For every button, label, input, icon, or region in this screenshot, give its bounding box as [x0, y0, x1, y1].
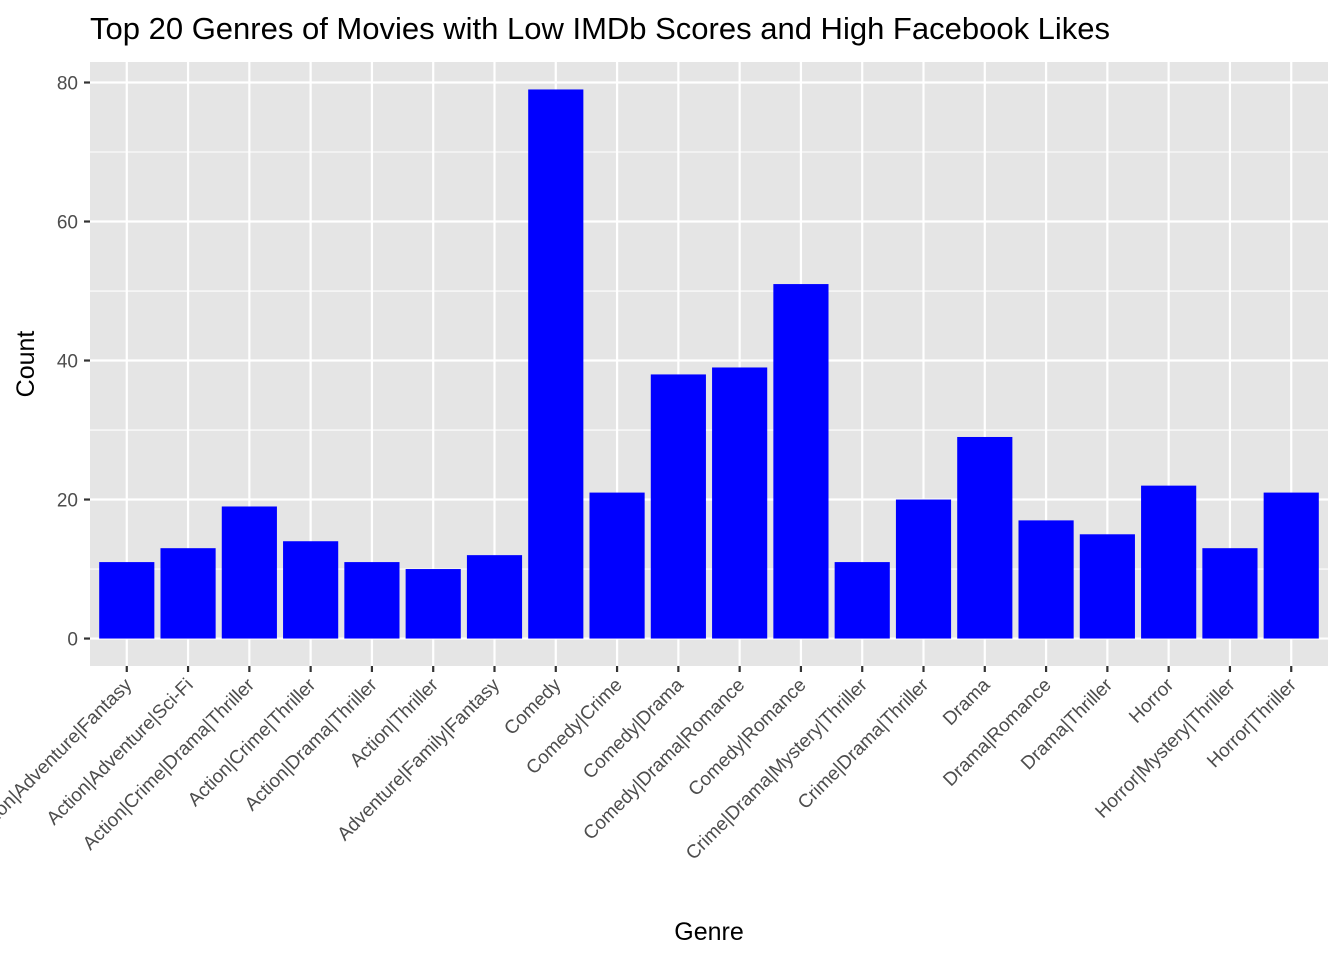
- bar: [99, 562, 155, 639]
- bar: [283, 541, 339, 639]
- x-tick-label: Drama: [939, 674, 994, 729]
- bar: [773, 284, 829, 639]
- y-axis: 0 20 40 60 80: [57, 74, 90, 651]
- x-axis-title: Genre: [674, 918, 743, 946]
- x-tick-label: Horror: [1125, 674, 1178, 727]
- chart-title: Top 20 Genres of Movies with Low IMDb Sc…: [90, 11, 1110, 46]
- bar: [712, 367, 768, 639]
- x-axis: Action|Adventure|FantasyAction|Adventure…: [0, 666, 1301, 864]
- y-tick-label: 60: [57, 213, 78, 234]
- bar: [834, 562, 890, 639]
- x-tick-label: Comedy|Romance: [685, 675, 811, 801]
- bar: [344, 562, 400, 639]
- bar: [466, 555, 523, 639]
- bar: [160, 548, 216, 639]
- bar: [1018, 520, 1074, 639]
- y-tick-label: 80: [57, 74, 78, 95]
- bar: [1141, 485, 1197, 639]
- bar: [895, 499, 952, 639]
- bar: [957, 436, 1013, 639]
- bar: [1263, 492, 1319, 639]
- bar: [1079, 534, 1135, 639]
- bar: [589, 492, 645, 639]
- y-axis-title: Count: [12, 331, 40, 398]
- bars: [99, 89, 1319, 639]
- bar: [650, 374, 706, 639]
- y-tick-label: 20: [57, 491, 78, 512]
- bar: [405, 569, 461, 639]
- x-tick-label: Drama|Romance: [939, 675, 1055, 791]
- bar: [528, 89, 584, 639]
- bar: [221, 506, 277, 639]
- y-tick-label: 40: [57, 352, 78, 373]
- bar: [1202, 548, 1258, 639]
- y-tick-label: 0: [67, 630, 78, 651]
